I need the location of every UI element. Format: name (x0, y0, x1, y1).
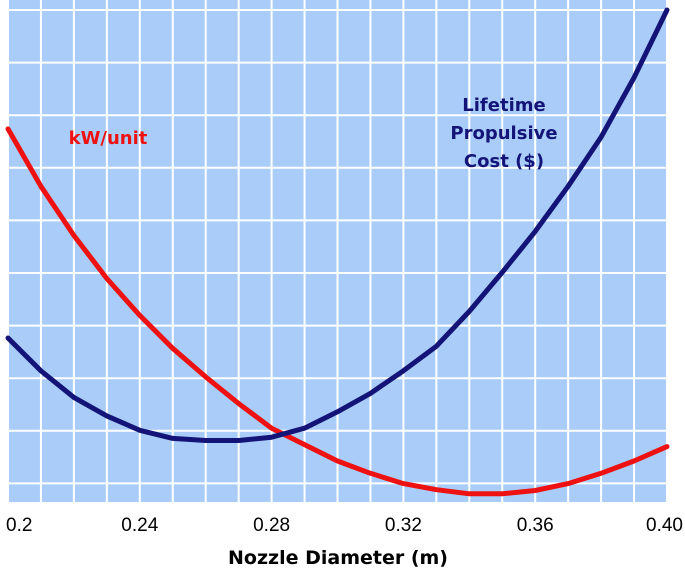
x-tick-label: 0.2 (6, 515, 32, 536)
series-line-kw-unit (5, 126, 670, 497)
x-tick-label: 0.40 (646, 515, 683, 536)
series-label-kw-unit: kW/unit (69, 128, 148, 149)
series-labels: kW/unit Lifetime Propulsive Cost ($) (69, 95, 558, 172)
x-tick-labels: 0.2 0.24 0.28 0.32 0.36 0.40 (6, 515, 683, 536)
x-tick-label: 0.28 (253, 515, 290, 536)
series-label-lifetime-cost: Lifetime Propulsive Cost ($) (450, 95, 557, 172)
grid (7, 0, 668, 502)
x-axis-title: Nozzle Diameter (m) (228, 547, 448, 569)
x-tick-label: 0.36 (517, 515, 554, 536)
series (5, 7, 670, 497)
x-tick-label: 0.24 (121, 515, 158, 536)
x-tick-label: 0.32 (385, 515, 422, 536)
series-line-lifetime-cost (5, 7, 670, 443)
